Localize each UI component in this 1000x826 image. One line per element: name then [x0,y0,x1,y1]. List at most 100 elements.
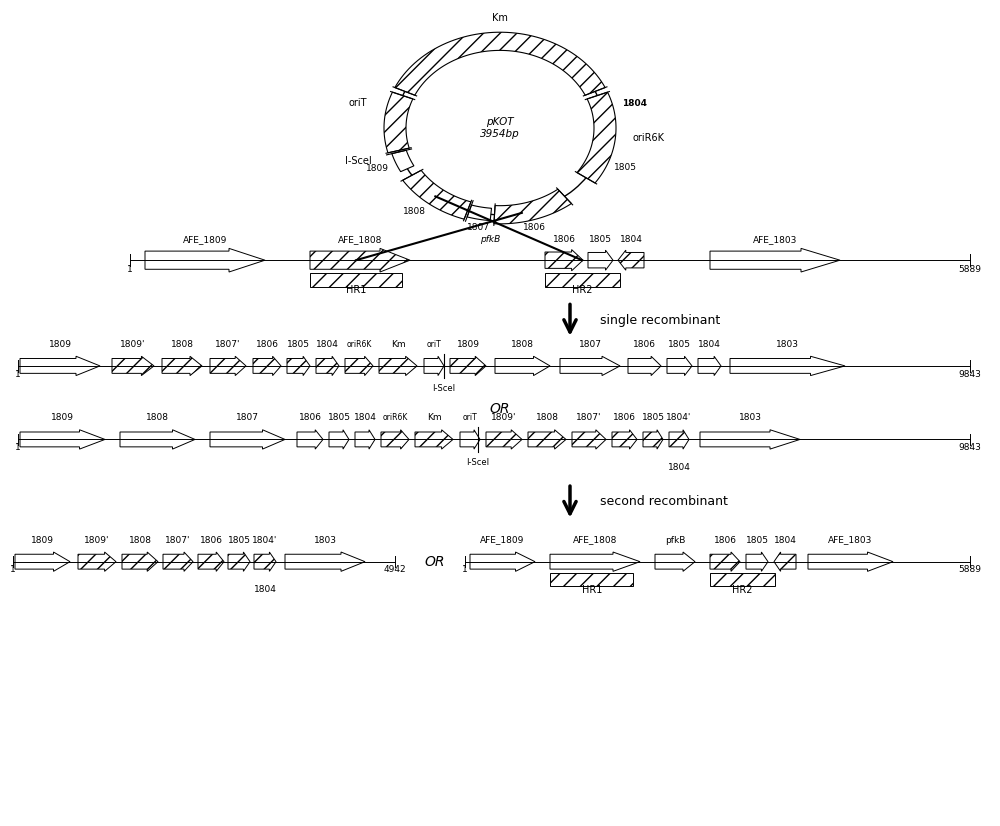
Text: HR1: HR1 [582,585,602,595]
Text: 1804: 1804 [620,235,642,244]
FancyArrow shape [415,430,453,449]
Text: 1809': 1809' [84,535,110,544]
Text: 1: 1 [127,265,133,273]
FancyArrow shape [746,552,768,572]
Text: oriT: oriT [427,339,441,349]
Text: AFE_1809: AFE_1809 [183,235,227,244]
Bar [550,573,633,586]
FancyArrow shape [560,356,620,376]
FancyArrow shape [669,430,689,449]
Text: 1806: 1806 [714,535,736,544]
Text: 1809: 1809 [51,413,74,422]
Text: 1805: 1805 [228,535,251,544]
FancyArrow shape [345,356,373,376]
Text: AFE_1803: AFE_1803 [753,235,797,244]
FancyArrow shape [643,430,663,449]
Text: 1806: 1806 [552,235,576,244]
FancyArrow shape [808,552,893,572]
Text: Km: Km [492,13,508,23]
Text: 1803: 1803 [313,535,336,544]
FancyArrow shape [381,430,409,449]
Text: 9843: 9843 [959,444,981,452]
FancyArrow shape [163,552,193,572]
Text: 1808: 1808 [511,339,534,349]
Text: I-SceI: I-SceI [345,156,372,167]
FancyArrow shape [379,356,417,376]
FancyArrow shape [112,356,154,376]
FancyArrow shape [78,552,116,572]
Text: 1: 1 [10,566,16,574]
FancyArrow shape [210,356,246,376]
Text: HR1: HR1 [346,285,366,295]
Text: 1804': 1804' [252,535,278,544]
FancyArrow shape [20,430,105,449]
Text: 1808: 1808 [146,413,169,422]
Polygon shape [395,32,605,95]
FancyArrow shape [297,430,323,449]
Bar [710,573,775,586]
Text: 1806: 1806 [298,413,322,422]
Text: 1805: 1805 [642,413,664,422]
Text: 1: 1 [15,370,21,378]
Text: I-SceI: I-SceI [432,384,456,393]
FancyArrow shape [285,552,365,572]
Text: 1805: 1805 [614,163,637,172]
Text: 1805: 1805 [746,535,768,544]
Text: 1804: 1804 [622,99,647,108]
FancyArrow shape [460,430,480,449]
FancyArrow shape [545,249,583,271]
Text: 1808: 1808 [536,413,558,422]
FancyArrow shape [655,552,695,572]
FancyArrow shape [495,356,550,376]
FancyArrow shape [612,430,637,449]
Text: oriT: oriT [349,98,367,108]
Text: 1808: 1808 [128,535,151,544]
Text: 1: 1 [15,444,21,452]
Text: 1809: 1809 [456,339,480,349]
Text: 1805: 1805 [668,339,691,349]
Text: 1809': 1809' [120,339,146,349]
Text: 1807': 1807' [215,339,241,349]
Text: 1806: 1806 [256,339,278,349]
Polygon shape [494,189,571,224]
Text: oriR6K: oriR6K [632,133,664,143]
Text: 1807': 1807' [165,535,191,544]
FancyArrow shape [710,552,740,572]
FancyArrow shape [618,250,644,270]
Text: 1806: 1806 [523,223,546,232]
Bar [310,273,402,287]
Text: 1804: 1804 [316,339,339,349]
FancyArrow shape [145,249,265,272]
Text: 1805: 1805 [588,235,612,244]
Text: 1804: 1804 [698,339,721,349]
Polygon shape [384,93,413,153]
FancyArrow shape [628,356,661,376]
Text: AFE_1808: AFE_1808 [338,235,382,244]
Text: 1: 1 [462,566,468,574]
Text: oriR6K: oriR6K [346,339,372,349]
Text: AFE_1809: AFE_1809 [480,535,525,544]
Text: HR2: HR2 [732,585,752,595]
Text: 1804: 1804 [254,586,276,595]
Text: 1808: 1808 [403,206,426,216]
FancyArrow shape [316,356,339,376]
Text: 4942: 4942 [384,566,406,574]
Text: 1807: 1807 [579,339,602,349]
Text: 1809': 1809' [491,413,517,422]
FancyArrow shape [588,250,613,270]
Text: 1809: 1809 [48,339,72,349]
Text: 1806: 1806 [633,339,656,349]
FancyArrow shape [122,552,158,572]
FancyArrow shape [710,249,840,272]
Text: 5889: 5889 [958,566,982,574]
Text: HR2: HR2 [572,285,592,295]
Text: OR: OR [490,402,510,415]
Text: single recombinant: single recombinant [600,314,720,326]
FancyArrow shape [210,430,285,449]
FancyArrow shape [698,356,721,376]
Text: 1808: 1808 [170,339,194,349]
Text: 1806: 1806 [200,535,223,544]
Polygon shape [403,170,471,219]
Text: Km: Km [391,339,405,349]
FancyArrow shape [20,356,100,376]
